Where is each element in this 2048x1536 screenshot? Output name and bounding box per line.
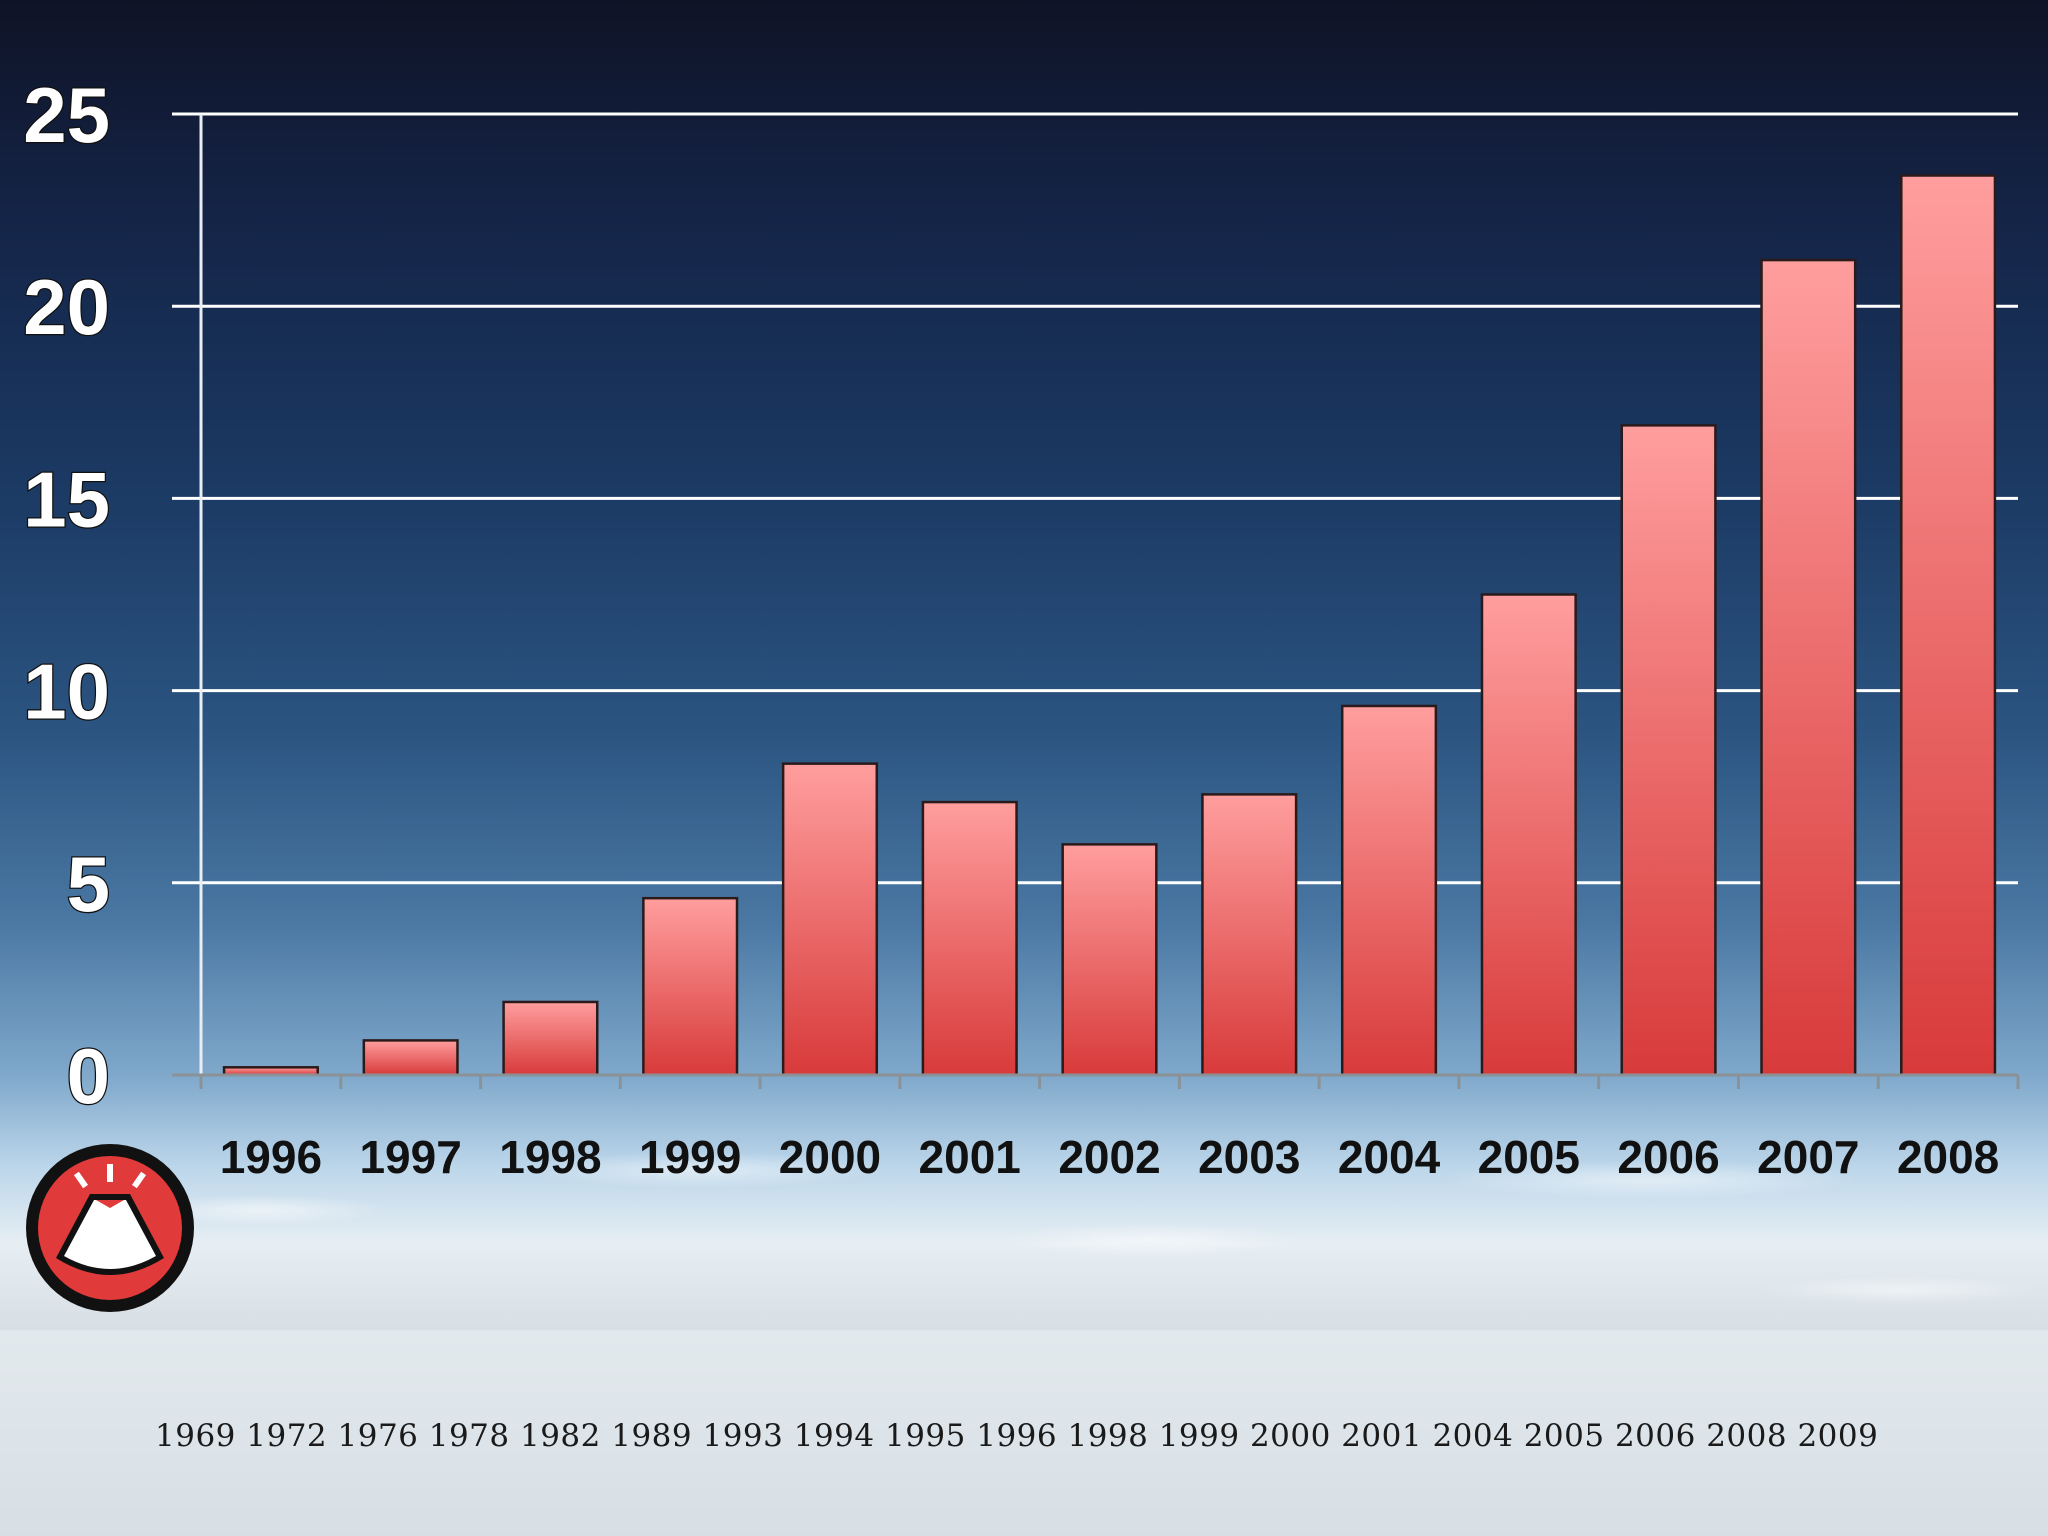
y-tick-labels: 0 5 10 15 20 25: [22, 70, 111, 1122]
x-tick-label: 1997: [359, 1131, 461, 1183]
x-tick-label: 2006: [1617, 1131, 1719, 1183]
cloud-layer: [0, 1090, 2048, 1330]
grid-lines: [172, 112, 2018, 885]
axes: [172, 114, 2020, 1089]
x-tick-label: 2008: [1897, 1131, 1999, 1183]
bar-2007: [1760, 258, 1857, 1077]
bar-2006: [1620, 424, 1717, 1077]
y-tick-label: 15: [23, 455, 110, 543]
y-tick-label: 5: [67, 840, 110, 928]
bar-2001: [921, 800, 1018, 1077]
bar-2004: [1340, 704, 1438, 1077]
volcano-logo-icon: [26, 1144, 194, 1312]
x-tick-label: 2001: [919, 1131, 1021, 1183]
bar-2005: [1480, 593, 1577, 1077]
x-tick-label: 2004: [1338, 1131, 1441, 1183]
y-tick-label: 20: [23, 263, 110, 351]
y-tick-label: 0: [67, 1032, 110, 1120]
years-caption: 1969 1972 1976 1978 1982 1989 1993 1994 …: [155, 1418, 1879, 1454]
bars: [222, 174, 1997, 1077]
caption-band: [0, 1330, 2048, 1536]
x-tick-label: 2005: [1478, 1131, 1580, 1183]
x-tick-label: 1998: [499, 1131, 601, 1183]
x-tick-label: 1996: [220, 1131, 322, 1183]
x-tick-label: 2000: [779, 1131, 881, 1183]
x-tick-label: 2007: [1757, 1131, 1859, 1183]
y-tick-label: 25: [23, 71, 110, 159]
bar-2008: [1900, 174, 1997, 1077]
x-tick-labels: 1996 1997 1998 1999 2000 2001 2002 2003 2004 2005…: [220, 1131, 2000, 1183]
bar-2003: [1201, 793, 1298, 1077]
bar-1999: [642, 896, 739, 1077]
x-tick-label: 2003: [1198, 1131, 1300, 1183]
bar-chart: 0 5 10 15 20 25 1996 1997 1998 1999 2000 2001 2002 2…: [22, 70, 2020, 1183]
bar-2000: [781, 762, 879, 1077]
x-tick-label: 2002: [1058, 1131, 1160, 1183]
bar-2002: [1061, 843, 1158, 1077]
x-tick-label: 1999: [639, 1131, 741, 1183]
y-tick-label: 10: [23, 648, 110, 736]
bar-1998: [502, 1000, 599, 1077]
bar-1997: [362, 1039, 459, 1077]
